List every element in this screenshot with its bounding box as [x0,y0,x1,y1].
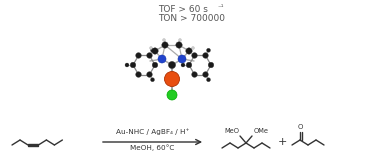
Circle shape [192,46,195,49]
Circle shape [150,48,155,52]
Circle shape [125,63,129,67]
Circle shape [203,72,208,77]
Circle shape [164,71,180,87]
Circle shape [152,62,158,68]
Circle shape [150,46,152,49]
Circle shape [150,78,155,82]
Text: TOF > 60 s: TOF > 60 s [158,5,208,14]
Circle shape [178,55,186,63]
Circle shape [203,53,208,58]
Text: MeO: MeO [225,128,240,134]
Circle shape [162,42,168,48]
Text: MeOH, 60°C: MeOH, 60°C [130,144,175,151]
Text: Au-NHC / AgBF₄ / H⁺: Au-NHC / AgBF₄ / H⁺ [116,128,189,135]
Text: OMe: OMe [254,128,268,134]
Circle shape [167,90,177,100]
Circle shape [158,55,166,63]
Circle shape [206,48,211,52]
Circle shape [178,39,181,42]
Text: ⁻¹: ⁻¹ [218,5,225,11]
Circle shape [186,48,192,54]
Circle shape [186,62,192,68]
Circle shape [169,61,175,68]
Circle shape [130,62,136,68]
Circle shape [152,48,158,54]
Circle shape [206,78,211,82]
Circle shape [176,42,182,48]
Text: +: + [277,137,287,147]
Circle shape [136,53,141,58]
Circle shape [208,62,214,68]
Circle shape [147,72,152,77]
Circle shape [192,72,197,77]
Circle shape [192,53,197,58]
Circle shape [181,63,185,67]
Text: TON > 700000: TON > 700000 [158,14,225,23]
Circle shape [147,53,152,58]
Circle shape [136,72,141,77]
Text: O: O [298,124,303,130]
Circle shape [163,39,166,42]
